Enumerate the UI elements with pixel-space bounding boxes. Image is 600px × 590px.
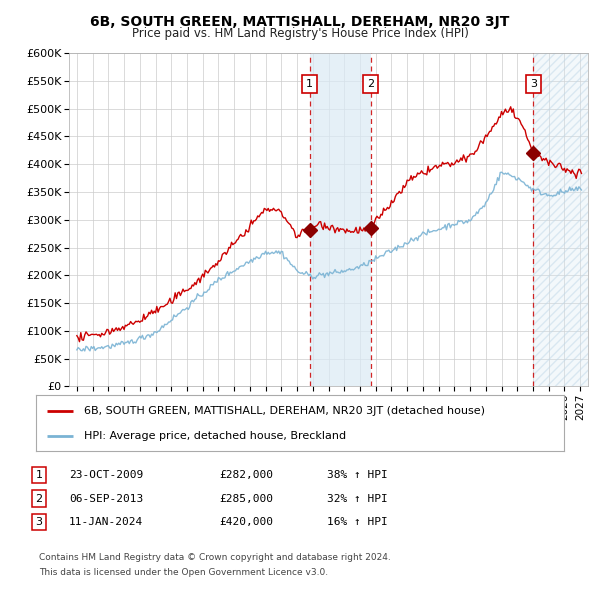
Text: 2: 2 bbox=[35, 494, 43, 503]
Text: 2: 2 bbox=[367, 78, 374, 88]
Text: 23-OCT-2009: 23-OCT-2009 bbox=[69, 470, 143, 480]
Text: 06-SEP-2013: 06-SEP-2013 bbox=[69, 494, 143, 503]
Text: 16% ↑ HPI: 16% ↑ HPI bbox=[327, 517, 388, 527]
Text: 1: 1 bbox=[306, 78, 313, 88]
Text: 38% ↑ HPI: 38% ↑ HPI bbox=[327, 470, 388, 480]
Text: 3: 3 bbox=[530, 78, 537, 88]
Text: £285,000: £285,000 bbox=[219, 494, 273, 503]
Bar bbox=[310, 53, 371, 386]
Text: Price paid vs. HM Land Registry's House Price Index (HPI): Price paid vs. HM Land Registry's House … bbox=[131, 27, 469, 40]
Bar bbox=[533, 53, 588, 386]
Text: 6B, SOUTH GREEN, MATTISHALL, DEREHAM, NR20 3JT: 6B, SOUTH GREEN, MATTISHALL, DEREHAM, NR… bbox=[91, 15, 509, 29]
Text: 32% ↑ HPI: 32% ↑ HPI bbox=[327, 494, 388, 503]
Text: 6B, SOUTH GREEN, MATTISHALL, DEREHAM, NR20 3JT (detached house): 6B, SOUTH GREEN, MATTISHALL, DEREHAM, NR… bbox=[83, 406, 485, 416]
Text: 3: 3 bbox=[35, 517, 43, 527]
Text: Contains HM Land Registry data © Crown copyright and database right 2024.: Contains HM Land Registry data © Crown c… bbox=[39, 553, 391, 562]
Text: £420,000: £420,000 bbox=[219, 517, 273, 527]
Bar bbox=[533, 53, 588, 386]
Text: This data is licensed under the Open Government Licence v3.0.: This data is licensed under the Open Gov… bbox=[39, 568, 328, 577]
Text: £282,000: £282,000 bbox=[219, 470, 273, 480]
Text: 1: 1 bbox=[35, 470, 43, 480]
Text: HPI: Average price, detached house, Breckland: HPI: Average price, detached house, Brec… bbox=[83, 431, 346, 441]
Text: 11-JAN-2024: 11-JAN-2024 bbox=[69, 517, 143, 527]
